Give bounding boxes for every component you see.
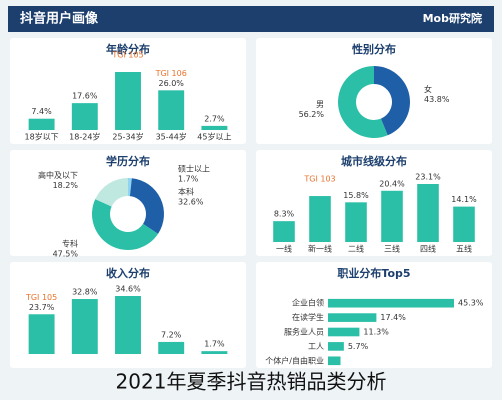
bar: [309, 196, 331, 242]
data-label: 8.3%: [274, 210, 295, 219]
category-label: 五线: [456, 244, 472, 254]
bar: [417, 184, 439, 242]
category-label: 三线: [384, 244, 400, 254]
category-label: 在读学生: [292, 312, 324, 322]
panel: [256, 38, 492, 144]
slice-label: 硕士以上: [178, 164, 210, 174]
logo: Mob研究院: [423, 11, 482, 25]
annotation: TGI 106: [155, 69, 187, 78]
panel-title: 收入分布: [106, 266, 150, 280]
data-label: 17.4%: [380, 313, 406, 322]
pie-slice: [129, 178, 165, 234]
header-title: 抖音用户画像: [20, 11, 99, 27]
bar: [71, 103, 98, 130]
slice-label: 专科: [62, 238, 78, 248]
annotation: TGI 103: [303, 175, 335, 184]
annotation: TGI 105: [25, 293, 57, 302]
bar: [71, 299, 98, 354]
category-label: 四线: [420, 244, 436, 254]
pie-slice: [128, 178, 132, 197]
bar: [201, 125, 228, 130]
category-label: 45岁以上: [197, 132, 231, 142]
slice-label: 本科: [178, 186, 194, 196]
data-label: 7.2%: [161, 330, 182, 339]
category-label: 25-34岁: [112, 132, 143, 142]
category-label: 新一线: [308, 244, 332, 254]
bar: [115, 296, 141, 354]
panel-title: 年龄分布: [106, 42, 150, 56]
panel-title: 学历分布: [106, 154, 150, 168]
data-label: 43.8%: [424, 95, 450, 104]
category-label: 服务业人员: [284, 327, 324, 337]
caption: 2021年夏季抖音热销品类分析: [116, 370, 387, 394]
data-label: 15.8%: [343, 191, 369, 200]
bar: [381, 190, 403, 242]
data-label: 18.2%: [53, 181, 79, 190]
data-label: 17.6%: [72, 92, 98, 101]
category-label: 18-24岁: [69, 132, 100, 142]
data-label: 1.7%: [178, 175, 199, 184]
annotation: TGI 105: [111, 51, 143, 60]
data-label: 32.8%: [72, 288, 98, 297]
data-label: 2.7%: [204, 114, 225, 123]
data-label: 45.3%: [458, 299, 484, 308]
category-label: 工人: [308, 342, 324, 351]
panel-title: 城市线级分布: [341, 154, 407, 168]
bar: [158, 90, 185, 130]
slice-label: 女: [424, 84, 432, 94]
data-label: 47.5%: [53, 249, 79, 258]
category-label: 18岁以下: [25, 132, 59, 142]
data-label: 56.2%: [299, 110, 325, 119]
bar: [328, 356, 341, 366]
bar: [28, 118, 55, 130]
panel-title: 职业分布Top5: [337, 266, 410, 280]
data-label: 23.1%: [415, 173, 441, 182]
bar: [328, 298, 454, 308]
bar: [453, 206, 475, 242]
bar: [328, 313, 377, 322]
data-label: 11.3%: [363, 328, 389, 337]
category-label: 35-44岁: [156, 132, 187, 142]
pie-slice: [95, 178, 128, 207]
category-label: 二线: [348, 244, 364, 254]
panel: [10, 150, 246, 256]
bar: [328, 327, 360, 337]
data-label: 7.4%: [31, 107, 52, 116]
bar: [273, 221, 295, 242]
bar: [158, 341, 185, 354]
slice-label: 男: [316, 100, 324, 109]
data-label: 1.7%: [204, 340, 225, 349]
bar: [328, 342, 344, 351]
data-label: 20.4%: [379, 179, 405, 188]
category-label: 一线: [276, 244, 292, 254]
data-label: 34.6%: [115, 285, 141, 294]
pie-slice: [91, 199, 159, 251]
data-label: 26.0%: [158, 79, 184, 88]
category-label: 企业白领: [292, 298, 324, 308]
bar: [345, 202, 367, 242]
category-label: 个体户/自由职业: [265, 355, 324, 365]
data-label: 23.7%: [29, 303, 55, 312]
slice-label: 高中及以下: [38, 170, 78, 180]
bar: [201, 351, 228, 354]
pie-slice: [374, 66, 411, 136]
bar: [28, 314, 55, 354]
data-label: 5.7%: [348, 342, 369, 351]
bar: [115, 72, 141, 130]
data-label: 14.1%: [451, 195, 477, 204]
panel-title: 性别分布: [352, 42, 396, 56]
pie-slice: [338, 66, 388, 138]
header-bar: [8, 6, 494, 32]
data-label: 32.6%: [178, 197, 204, 206]
